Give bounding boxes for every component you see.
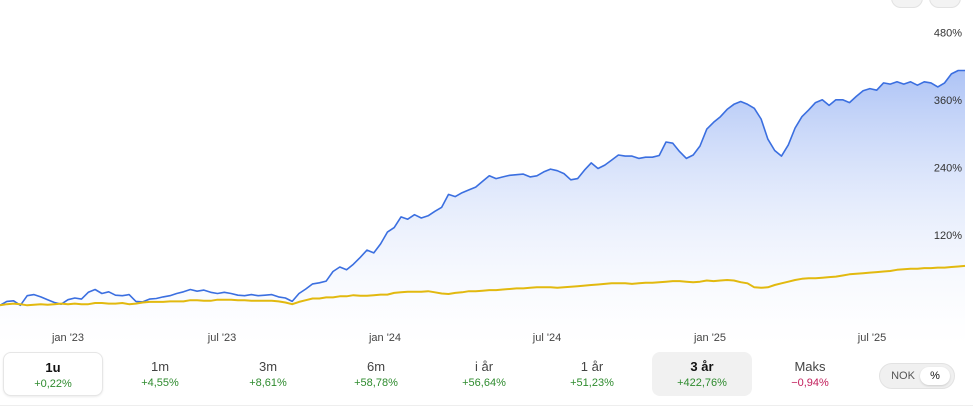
period-label: 3m — [258, 359, 278, 374]
period-label: 1u — [45, 360, 61, 375]
period-button[interactable]: 1m +4,55% — [110, 352, 210, 396]
period-label: 1m — [150, 359, 170, 374]
x-tick-label: jan '24 — [368, 332, 401, 344]
period-button[interactable]: Maks −0,94% — [760, 352, 860, 396]
period-button[interactable]: 3m +8,61% — [218, 352, 318, 396]
fund-series-line — [0, 69, 965, 307]
period-return: +0,22% — [34, 378, 72, 390]
period-button[interactable]: 1 år +51,23% — [542, 352, 642, 396]
period-return: +58,78% — [354, 377, 398, 389]
period-return: +8,61% — [249, 377, 287, 389]
x-tick-label: jan '23 — [51, 332, 84, 344]
x-tick-label: jul '24 — [532, 332, 561, 344]
x-tick-label: jul '25 — [857, 332, 886, 344]
y-tick-label: 120% — [934, 230, 962, 242]
period-return: +422,76% — [677, 377, 727, 389]
period-label: 3 år — [690, 359, 714, 374]
bottom-divider — [0, 405, 973, 406]
period-return: −0,94% — [791, 377, 829, 389]
y-tick-label: 240% — [934, 162, 962, 174]
period-return: +56,64% — [462, 377, 506, 389]
x-tick-label: jan '25 — [693, 332, 726, 344]
y-tick-label: 360% — [934, 95, 962, 107]
period-button[interactable]: 6m +58,78% — [326, 352, 426, 396]
period-label: i år — [474, 359, 494, 374]
period-button[interactable]: 3 år +422,76% — [652, 352, 752, 396]
period-return: +51,23% — [570, 377, 614, 389]
performance-chart: 120% 240% 360% 480% jan '23 jul '23 jan '24 ju… — [0, 27, 966, 345]
period-return: +4,55% — [141, 377, 179, 389]
series-area-fill — [0, 70, 965, 345]
period-label: 1 år — [580, 359, 604, 374]
period-button[interactable]: 1u +0,22% — [3, 352, 103, 396]
benchmark-series-line — [0, 264, 966, 307]
y-tick-label: 480% — [934, 27, 962, 39]
period-selector: 1u +0,22% 1m +4,55% 3m +8,61% 6m +58,78% i år +56… — [0, 350, 973, 406]
nok-option[interactable]: NOK — [891, 370, 915, 382]
x-tick-label: jul '23 — [207, 332, 236, 344]
unit-toggle[interactable]: NOK % — [879, 363, 955, 389]
period-button[interactable]: i år +56,64% — [434, 352, 534, 396]
percent-option[interactable]: % — [920, 367, 950, 385]
period-label: 6m — [366, 359, 386, 374]
period-label: Maks — [794, 359, 826, 374]
